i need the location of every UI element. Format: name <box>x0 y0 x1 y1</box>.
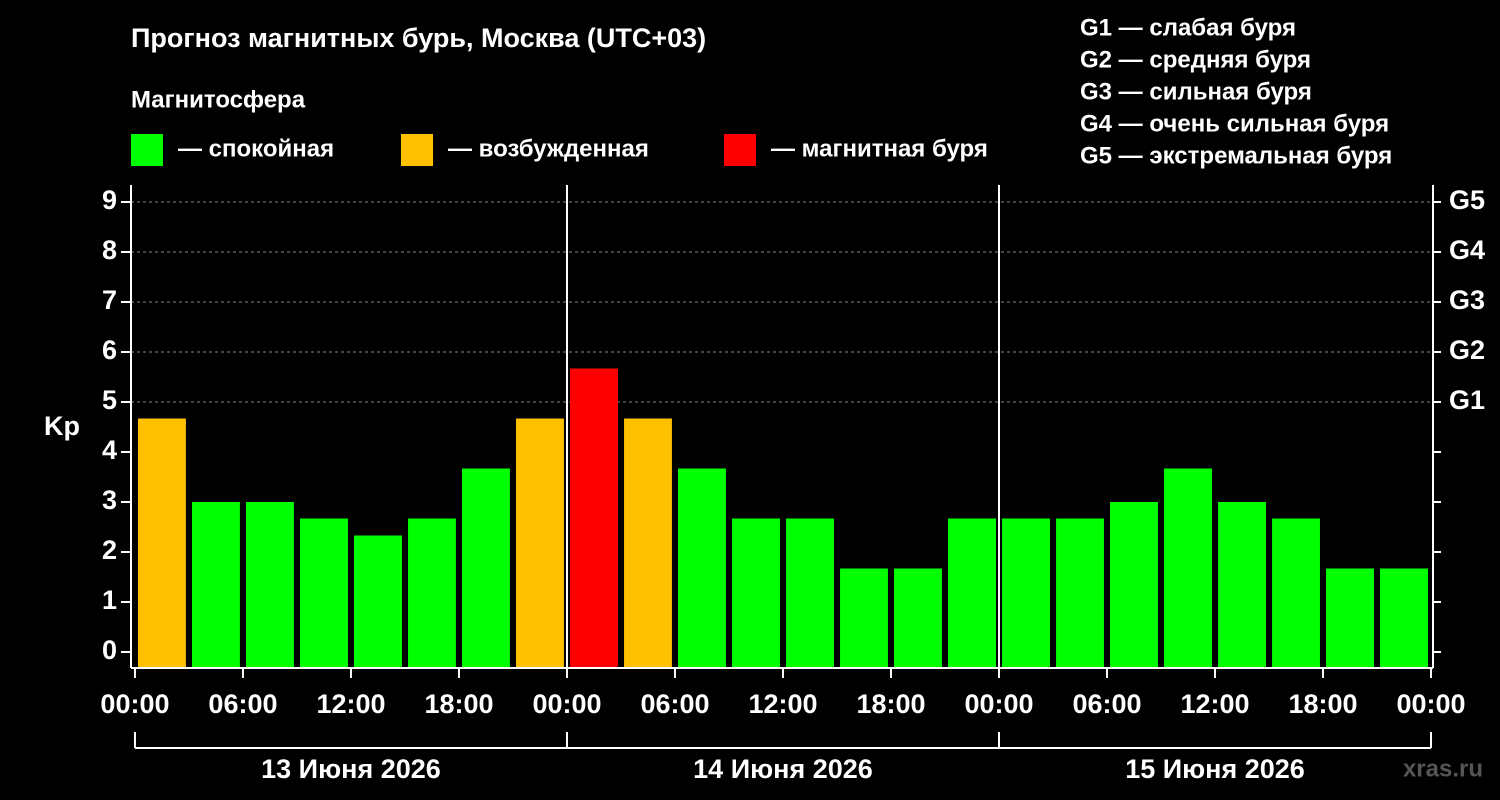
bar <box>1272 518 1320 668</box>
bar <box>1056 518 1104 668</box>
day-label: 14 Июня 2026 <box>693 754 873 784</box>
bar <box>300 518 348 668</box>
scale-legend-entry: G5 — экстремальная буря <box>1080 142 1392 169</box>
y-tick-label: 3 <box>102 485 117 515</box>
subtitle: Магнитосфера <box>131 86 306 113</box>
y-tick-label: 8 <box>102 235 117 265</box>
legend-swatch <box>724 134 756 166</box>
x-tick-label: 06:00 <box>1072 689 1141 719</box>
scale-legend-entry: G2 — средняя буря <box>1080 46 1311 73</box>
scale-legend-entry: G1 — слабая буря <box>1080 14 1296 41</box>
bar <box>948 518 996 668</box>
legend-swatch <box>401 134 433 166</box>
bar <box>678 468 726 668</box>
bar <box>354 535 402 668</box>
watermark: xras.ru <box>1403 755 1483 782</box>
day-label: 15 Июня 2026 <box>1125 754 1305 784</box>
x-tick-label: 12:00 <box>1180 689 1249 719</box>
y-axis-label: Kp <box>44 411 80 441</box>
day-label: 13 Июня 2026 <box>261 754 441 784</box>
x-tick-label: 00:00 <box>964 689 1033 719</box>
bar <box>840 568 888 668</box>
x-tick-label: 00:00 <box>532 689 601 719</box>
y-tick-label: 6 <box>102 335 117 365</box>
bar <box>1002 518 1050 668</box>
y-tick-label: 7 <box>102 285 117 315</box>
bar <box>1164 468 1212 668</box>
y-tick-label: 2 <box>102 535 117 565</box>
bar <box>246 502 294 668</box>
bar <box>192 502 240 668</box>
chart-title: Прогноз магнитных бурь, Москва (UTC+03) <box>131 23 706 53</box>
y2-tick-label: G1 <box>1449 385 1485 415</box>
x-tick-label: 00:00 <box>1396 689 1465 719</box>
y-tick-label: 0 <box>102 635 117 665</box>
x-tick-label: 18:00 <box>1288 689 1357 719</box>
y-tick-label: 5 <box>102 385 117 415</box>
bar <box>1110 502 1158 668</box>
bar <box>138 418 186 668</box>
legend-label: — магнитная буря <box>771 135 988 162</box>
scale-legend-entry: G4 — очень сильная буря <box>1080 110 1389 137</box>
x-tick-label: 18:00 <box>856 689 925 719</box>
y-tick-label: 4 <box>102 435 117 465</box>
x-tick-label: 00:00 <box>100 689 169 719</box>
scale-legend-entry: G3 — сильная буря <box>1080 78 1312 105</box>
y2-tick-label: G4 <box>1449 235 1485 265</box>
bar <box>732 518 780 668</box>
x-tick-label: 06:00 <box>640 689 709 719</box>
legend-swatch <box>131 134 163 166</box>
bar <box>894 568 942 668</box>
legend-label: — возбужденная <box>448 135 649 162</box>
bar <box>1380 568 1428 668</box>
bar <box>1326 568 1374 668</box>
bar <box>1218 502 1266 668</box>
y-tick-label: 1 <box>102 585 117 615</box>
y2-tick-label: G5 <box>1449 185 1485 215</box>
x-tick-label: 12:00 <box>748 689 817 719</box>
bar <box>408 518 456 668</box>
bar <box>786 518 834 668</box>
bar <box>516 418 564 668</box>
x-tick-label: 06:00 <box>208 689 277 719</box>
bar <box>462 468 510 668</box>
bar <box>624 418 672 668</box>
x-tick-label: 18:00 <box>424 689 493 719</box>
legend-label: — спокойная <box>178 135 334 162</box>
y2-tick-label: G3 <box>1449 285 1485 315</box>
y2-tick-label: G2 <box>1449 335 1485 365</box>
x-tick-label: 12:00 <box>316 689 385 719</box>
bar <box>570 368 618 668</box>
y-tick-label: 9 <box>102 185 117 215</box>
